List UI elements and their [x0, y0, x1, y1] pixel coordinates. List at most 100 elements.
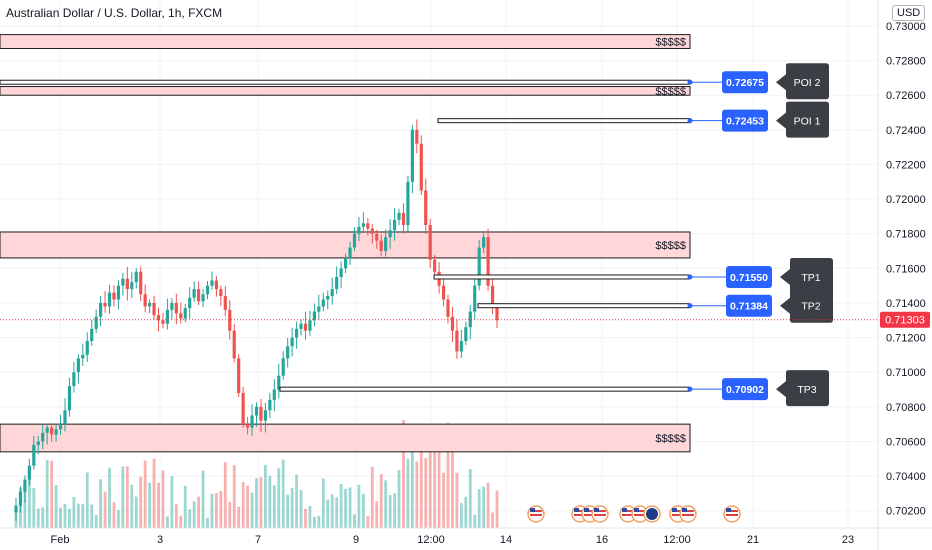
price-axis[interactable]: 0.73000 0.72800 0.72600 0.72400 0.72200 0.720… [877, 0, 932, 550]
candle-body [125, 278, 129, 290]
us-flag-icon[interactable] [679, 505, 697, 523]
level-callout[interactable] [776, 101, 829, 138]
candle-body [495, 306, 499, 321]
time-axis[interactable]: Feb 3 7 9 12:00 14 16 12:00 21 23 [0, 527, 932, 546]
candle-body [121, 278, 125, 286]
candle-body [103, 302, 107, 307]
candle-body [455, 330, 459, 352]
volume-bar [179, 515, 183, 528]
price-tick-label: 0.70400 [886, 471, 926, 483]
candle-body [27, 465, 31, 480]
volume-bar [495, 490, 499, 528]
level-price-label[interactable] [722, 378, 768, 401]
us-flag-icon-canton [672, 508, 677, 512]
us-flag-icon[interactable] [591, 505, 609, 523]
volume-bar [139, 476, 143, 528]
candle-body [165, 309, 170, 324]
candle-body [459, 341, 463, 352]
candle-body [134, 271, 138, 283]
level-price-label[interactable] [726, 265, 772, 288]
level-callout[interactable] [776, 63, 829, 100]
volume-bar [103, 491, 107, 528]
volume-bar [304, 508, 307, 528]
supply-demand-zones: $$$$$ $$$$$ $$$$$ $$$$$ [0, 34, 691, 453]
volume-bar [384, 480, 388, 528]
zone-rect [0, 34, 691, 49]
time-tick-label: 9 [353, 534, 359, 546]
candle-body [281, 358, 285, 376]
us-flag-icon[interactable] [723, 505, 741, 523]
time-tick-label: 12:00 [663, 534, 691, 546]
candle-body [441, 285, 446, 300]
candle-body [197, 289, 201, 302]
candle-body [156, 315, 161, 321]
candle-body [464, 327, 468, 342]
volume-bar [36, 508, 40, 528]
zone-rect [0, 231, 691, 259]
price-tick-label: 0.71800 [886, 229, 926, 241]
price-tick-label: 0.71200 [886, 333, 926, 345]
candle-body [90, 328, 94, 342]
volume-bar [459, 503, 463, 528]
candle-body [250, 415, 254, 428]
candle-body [326, 296, 330, 300]
candle-body [490, 285, 495, 307]
level-callout[interactable] [776, 370, 829, 407]
volume-bar [437, 446, 441, 528]
current-price-badge[interactable] [880, 311, 930, 328]
candle-body [63, 410, 67, 425]
us-flag-icon-stripe [634, 510, 646, 512]
level-price-label[interactable] [726, 294, 772, 317]
candle-body [36, 441, 40, 445]
volume-bar [406, 458, 410, 528]
volume-bar [428, 443, 432, 528]
volume-bar [277, 468, 281, 528]
level-callout[interactable] [780, 257, 833, 294]
price-tick-label: 0.71600 [886, 263, 926, 275]
candle-body [41, 432, 45, 442]
level-price-label[interactable] [722, 109, 768, 132]
candlesticks [14, 119, 499, 521]
volume-bar [112, 502, 116, 528]
candle-body [335, 276, 339, 290]
level-price-label[interactable] [722, 71, 768, 94]
event-icons[interactable] [527, 505, 741, 523]
candle-body [58, 424, 63, 430]
volume-bar [85, 472, 89, 528]
currency-badge[interactable]: USD [892, 5, 926, 21]
candle-body [241, 392, 245, 425]
au-flag-icon[interactable] [643, 505, 661, 523]
us-flag-icon[interactable] [619, 505, 637, 523]
us-flag-icon[interactable] [527, 505, 545, 523]
us-flag-icon-stripe [574, 510, 586, 512]
level-anchor-dot [687, 274, 693, 280]
volume-bar [170, 476, 174, 528]
candle-body [201, 294, 205, 302]
volume-bar [375, 501, 379, 528]
candle-body [76, 358, 80, 373]
us-flag-icon-stripe [584, 510, 596, 512]
candle-body [148, 302, 152, 307]
candle-body [245, 424, 250, 428]
candle-body [183, 308, 187, 319]
price-tick-label: 0.73000 [886, 21, 926, 33]
au-flag-icon-fill [646, 508, 658, 520]
volume-bar [188, 509, 192, 528]
candle-body [286, 346, 290, 359]
volume-bar [357, 484, 361, 528]
zone-label: $$$$$ [655, 433, 686, 445]
volume-bar [210, 493, 214, 528]
candle-body [294, 328, 299, 338]
candle-body [14, 505, 18, 513]
candle-body [130, 282, 134, 290]
level-callout[interactable] [780, 286, 833, 323]
volume-bar [259, 477, 263, 528]
volume-bar [442, 472, 445, 528]
candle-body [308, 320, 312, 331]
time-tick-label: Feb [51, 534, 70, 546]
volume-bar [166, 516, 169, 528]
level-callout-text: TP1 [801, 272, 820, 284]
price-tick-label: 0.72200 [886, 159, 926, 171]
volume-bar [121, 466, 125, 528]
